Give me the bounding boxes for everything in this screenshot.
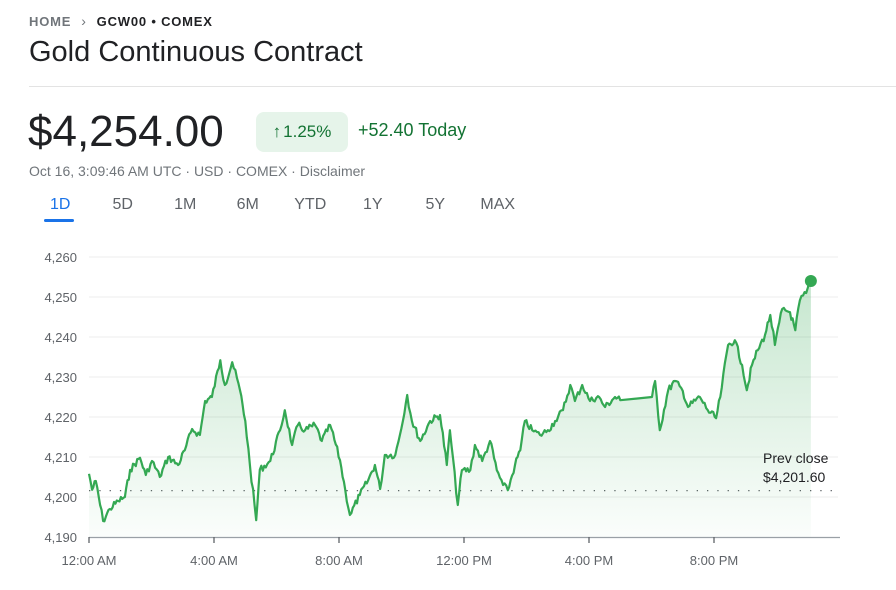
y-tick-label: 4,220: [44, 410, 77, 425]
breadcrumb-home[interactable]: HOME: [29, 13, 72, 29]
tab-6m[interactable]: 6M: [236, 196, 259, 213]
breadcrumb: HOME › GCW00 • COMEX: [29, 13, 213, 29]
y-tick-label: 4,250: [44, 290, 77, 305]
x-tick-label: 8:00 AM: [315, 553, 363, 568]
y-tick-label: 4,230: [44, 370, 77, 385]
range-tabs: 1D 5D 1M 6M YTD 1Y 5Y MAX: [29, 196, 529, 222]
y-tick-label: 4,190: [44, 530, 77, 545]
prev-close-label: Prev close: [763, 450, 829, 466]
divider: [29, 86, 896, 87]
price-area: [89, 281, 811, 537]
x-tick-label: 4:00 AM: [190, 553, 238, 568]
page-title: Gold Continuous Contract: [29, 36, 363, 68]
y-tick-label: 4,200: [44, 490, 77, 505]
quote-meta: Oct 16, 3:09:46 AM UTC · USD · COMEX · D…: [29, 163, 366, 179]
x-tick-label: 12:00 AM: [62, 553, 117, 568]
x-tick-label: 4:00 PM: [565, 553, 613, 568]
y-tick-label: 4,240: [44, 330, 77, 345]
prev-close-value: $4,201.60: [763, 469, 825, 485]
change-today: +52.40 Today: [358, 120, 467, 140]
change-percent: 1.25%: [283, 122, 332, 141]
current-price: $4,254.00: [28, 107, 224, 156]
tab-max[interactable]: MAX: [480, 196, 516, 213]
y-tick-label: 4,210: [44, 450, 77, 465]
breadcrumb-current: GCW00 • COMEX: [96, 13, 213, 29]
y-tick-label: 4,260: [44, 250, 77, 265]
tab-1m[interactable]: 1M: [174, 196, 197, 213]
tab-5d[interactable]: 5D: [112, 196, 133, 213]
x-tick-label: 8:00 PM: [690, 553, 738, 568]
chevron-right-icon: ›: [81, 13, 87, 29]
arrow-up-icon: ↑: [272, 122, 282, 141]
x-tick-label: 12:00 PM: [436, 553, 492, 568]
tab-5y[interactable]: 5Y: [425, 196, 446, 213]
tab-ytd[interactable]: YTD: [294, 196, 327, 213]
last-price-dot: [804, 275, 817, 287]
price-line: [87, 280, 812, 523]
tab-1y[interactable]: 1Y: [362, 196, 383, 213]
change-percent-badge: ↑ 1.25%: [256, 112, 348, 152]
tab-1d[interactable]: 1D: [29, 196, 92, 222]
